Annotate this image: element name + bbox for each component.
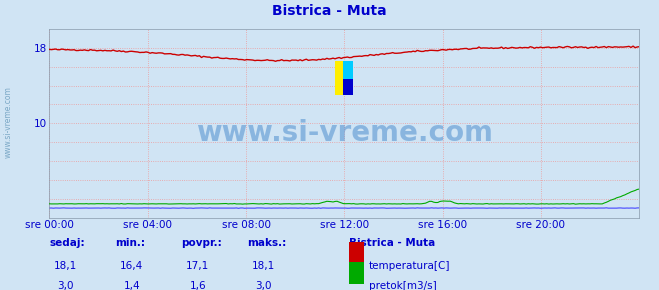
Bar xyxy=(335,61,345,95)
Text: 1,6: 1,6 xyxy=(189,281,206,290)
Text: 3,0: 3,0 xyxy=(57,281,74,290)
Text: min.:: min.: xyxy=(115,238,146,248)
Bar xyxy=(343,79,353,95)
Text: temperatura[C]: temperatura[C] xyxy=(369,261,451,271)
Text: sedaj:: sedaj: xyxy=(49,238,85,248)
Text: 18,1: 18,1 xyxy=(54,261,78,271)
Text: maks.:: maks.: xyxy=(247,238,287,248)
Bar xyxy=(343,61,353,95)
Text: 1,4: 1,4 xyxy=(123,281,140,290)
Text: povpr.:: povpr.: xyxy=(181,238,222,248)
Text: Bistrica - Muta: Bistrica - Muta xyxy=(349,238,436,248)
Text: Bistrica - Muta: Bistrica - Muta xyxy=(272,4,387,18)
Text: 16,4: 16,4 xyxy=(120,261,144,271)
Text: 18,1: 18,1 xyxy=(252,261,275,271)
Text: 3,0: 3,0 xyxy=(255,281,272,290)
Text: www.si-vreme.com: www.si-vreme.com xyxy=(196,119,493,147)
Text: pretok[m3/s]: pretok[m3/s] xyxy=(369,281,437,290)
Text: www.si-vreme.com: www.si-vreme.com xyxy=(3,86,13,158)
Text: 17,1: 17,1 xyxy=(186,261,210,271)
